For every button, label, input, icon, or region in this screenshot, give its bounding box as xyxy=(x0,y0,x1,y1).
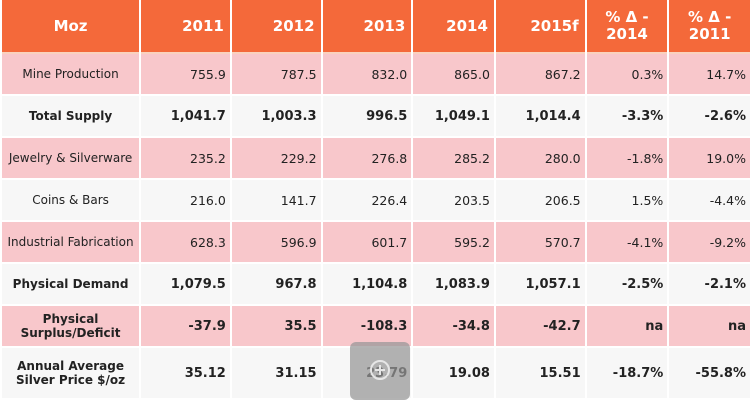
table-cell: 787.5 xyxy=(231,54,321,96)
table-cell: 35.12 xyxy=(141,348,230,400)
table-row: Jewelry & Silverware 235.2 229.2 276.8 285.2… xyxy=(2,138,750,180)
table-cell: 35.5 xyxy=(231,306,321,348)
table-cell: -4.4% xyxy=(669,180,750,222)
table-row: Industrial Fabrication 628.3 596.9 601.7 595… xyxy=(2,222,750,264)
table-cell: 595.2 xyxy=(413,222,494,264)
table-cell: 235.2 xyxy=(141,138,230,180)
table-cell: 226.4 xyxy=(322,180,412,222)
table-cell: -18.7% xyxy=(586,348,668,400)
table-cell: 1,003.3 xyxy=(231,96,321,138)
table-cell: 867.2 xyxy=(495,54,585,96)
table-cell: 229.2 xyxy=(231,138,321,180)
row-label: Industrial Fabrication xyxy=(2,222,140,264)
table-cell: 141.7 xyxy=(231,180,321,222)
table-cell: -42.7 xyxy=(495,306,585,348)
table-cell: 1,104.8 xyxy=(322,264,412,306)
table-cell: 1,079.5 xyxy=(141,264,230,306)
table-cell: -4.1% xyxy=(586,222,668,264)
header-moz: Moz xyxy=(2,0,140,54)
table-cell: 628.3 xyxy=(141,222,230,264)
table-cell: -2.6% xyxy=(669,96,750,138)
header-2014: 2014 xyxy=(413,0,494,54)
row-label: Physical Demand xyxy=(2,264,140,306)
table-cell: 31.15 xyxy=(231,348,321,400)
table-cell: 1,057.1 xyxy=(495,264,585,306)
table-cell: 19.08 xyxy=(413,348,494,400)
table-cell: 285.2 xyxy=(413,138,494,180)
row-label: Mine Production xyxy=(2,54,140,96)
table-cell: 596.9 xyxy=(231,222,321,264)
header-2013: 2013 xyxy=(322,0,412,54)
table-cell: 14.7% xyxy=(669,54,750,96)
row-label: Coins & Bars xyxy=(2,180,140,222)
table-cell: 1,049.1 xyxy=(413,96,494,138)
table-cell: na xyxy=(669,306,750,348)
table-cell: -34.8 xyxy=(413,306,494,348)
table-row: Mine Production 755.9 787.5 832.0 865.0 867.2… xyxy=(2,54,750,96)
table-cell: 865.0 xyxy=(413,54,494,96)
table-cell: 280.0 xyxy=(495,138,585,180)
table-row: Physical Surplus/Deficit -37.9 35.5 -108.3-… xyxy=(2,306,750,348)
table-cell: na xyxy=(586,306,668,348)
table-cell: -37.9 xyxy=(141,306,230,348)
table-cell: 1,041.7 xyxy=(141,96,230,138)
row-label: Annual Average Silver Price $/oz xyxy=(2,348,140,400)
row-label: Jewelry & Silverware xyxy=(2,138,140,180)
table-row: Physical Demand 1,079.5 967.8 1,104.8 1,083.… xyxy=(2,264,750,306)
table-cell: 601.7 xyxy=(322,222,412,264)
table-cell: -1.8% xyxy=(586,138,668,180)
table-cell: 1,083.9 xyxy=(413,264,494,306)
zoom-in-icon xyxy=(370,360,390,380)
header-pct-2014: % Δ - 2014 xyxy=(586,0,668,54)
table-cell: -9.2% xyxy=(669,222,750,264)
header-row: Moz 2011 2012 2013 2014 2015f % Δ - 2014… xyxy=(2,0,750,54)
zoom-button[interactable] xyxy=(350,342,410,400)
table-cell: 967.8 xyxy=(231,264,321,306)
table-cell: 216.0 xyxy=(141,180,230,222)
header-pct-2011: % Δ - 2011 xyxy=(669,0,750,54)
table-cell: 0.3% xyxy=(586,54,668,96)
header-2012: 2012 xyxy=(231,0,321,54)
table-cell: 1.5% xyxy=(586,180,668,222)
table-cell: 19.0% xyxy=(669,138,750,180)
table-cell: 206.5 xyxy=(495,180,585,222)
table-row: Total Supply 1,041.7 1,003.3 996.5 1,049.1 1,… xyxy=(2,96,750,138)
table-cell: -108.3 xyxy=(322,306,412,348)
table-cell: 276.8 xyxy=(322,138,412,180)
table-cell: 832.0 xyxy=(322,54,412,96)
row-label: Physical Surplus/Deficit xyxy=(2,306,140,348)
table-cell: -55.8% xyxy=(669,348,750,400)
table-cell: 15.51 xyxy=(495,348,585,400)
row-label: Total Supply xyxy=(2,96,140,138)
table-cell: 203.5 xyxy=(413,180,494,222)
table-cell: 570.7 xyxy=(495,222,585,264)
table-cell: 755.9 xyxy=(141,54,230,96)
table-cell: -2.1% xyxy=(669,264,750,306)
table-row: Coins & Bars 216.0 141.7 226.4 203.5 206.5 1.5… xyxy=(2,180,750,222)
table-cell: 1,014.4 xyxy=(495,96,585,138)
table-cell: 996.5 xyxy=(322,96,412,138)
header-2015f: 2015f xyxy=(495,0,585,54)
table-cell: -3.3% xyxy=(586,96,668,138)
table-cell: -2.5% xyxy=(586,264,668,306)
header-2011: 2011 xyxy=(141,0,230,54)
